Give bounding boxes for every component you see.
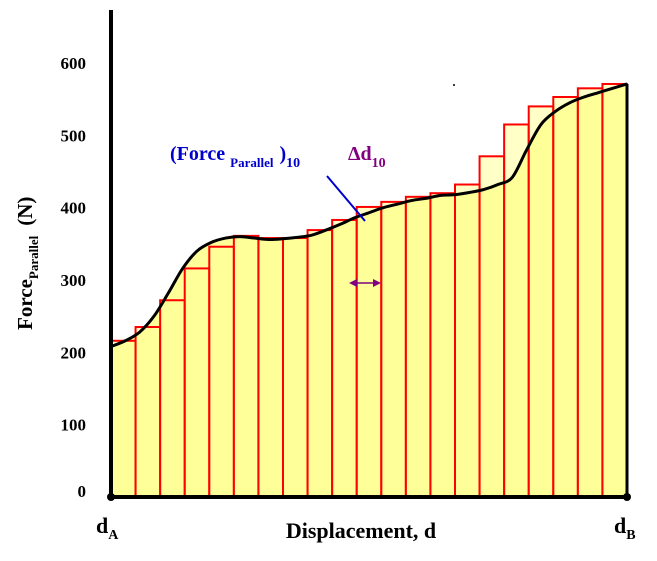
strip-bar-2 [134, 326, 162, 498]
x-start-label: dA [96, 513, 119, 543]
force-annotation-close: ) [279, 143, 286, 165]
strip-bar-18 [527, 105, 555, 499]
force-annotation-sub: Parallel [230, 155, 274, 170]
force-annotation-open: (Force [170, 143, 225, 165]
delta-annotation: Δd10 [348, 143, 386, 171]
strip-bar-6 [232, 234, 260, 498]
force-pointer-line [326, 175, 366, 222]
y-tick-label-300: 300 [61, 271, 87, 290]
strip-bar-11 [355, 205, 383, 498]
strip-bar-9 [306, 229, 334, 498]
force-annotation-index: 10 [286, 156, 300, 171]
strip-bar-17 [503, 123, 530, 498]
y-tick-label-400: 400 [61, 199, 87, 218]
x-axis-title: Displacement, d [286, 518, 436, 543]
y-axis-title-unit: (N) [13, 197, 37, 226]
force-annotation: (Force Parallel)10 [170, 143, 300, 171]
force-curve [110, 82, 628, 348]
strip-bar-7 [257, 237, 284, 498]
x-start-label-sub: A [108, 528, 119, 543]
stray-dot [453, 84, 455, 86]
y-axis-title: ForceParallel (N) [13, 197, 41, 330]
strip-bar-8 [282, 237, 309, 498]
y-tick-label-0: 0 [78, 482, 87, 501]
strip-bar-10 [331, 218, 358, 498]
strip-bar-15 [454, 183, 481, 499]
strip-bar-20 [576, 87, 604, 498]
y-axis-title-main: Force [13, 279, 37, 330]
y-tick-label-200: 200 [61, 343, 87, 362]
strip-bar-4 [183, 267, 211, 498]
strip-bar-3 [159, 299, 186, 498]
strip-bar-12 [380, 200, 407, 498]
x-end-label-sub: B [626, 528, 635, 543]
x-start-label-main: d [96, 513, 108, 538]
x-start-dot [107, 493, 115, 501]
strip-bar-21 [601, 82, 629, 499]
x-end-dot [623, 493, 631, 501]
strip-bar-13 [404, 195, 432, 498]
delta-annotation-symbol: Δd [348, 143, 372, 165]
strip-bar-14 [429, 192, 456, 498]
delta-annotation-index: 10 [372, 156, 386, 171]
strip-bar-1 [110, 339, 137, 499]
y-axis-title-sub: Parallel [26, 235, 41, 279]
strip-bar-5 [208, 245, 235, 498]
y-tick-label-500: 500 [61, 126, 87, 145]
y-tick-label-100: 100 [61, 416, 87, 435]
strip-bar-19 [552, 95, 579, 498]
y-ticks: 0 100 200 300 400 500 600 [61, 54, 87, 501]
x-end-label-main: d [614, 513, 626, 538]
y-tick-label-600: 600 [61, 54, 87, 73]
strip-bar-16 [478, 155, 506, 498]
x-end-label: dB [614, 513, 636, 543]
